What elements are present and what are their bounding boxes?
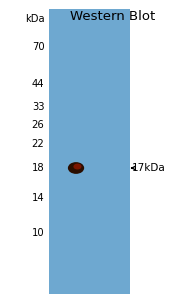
Text: 70: 70: [32, 41, 44, 52]
Text: 44: 44: [32, 79, 44, 89]
Text: 10: 10: [32, 227, 44, 238]
Text: 17kDa: 17kDa: [132, 163, 166, 173]
Ellipse shape: [73, 164, 81, 169]
Text: 14: 14: [32, 193, 44, 203]
Bar: [49, 9, 130, 294]
Text: 22: 22: [32, 139, 44, 149]
Text: 26: 26: [32, 119, 44, 130]
Text: kDa: kDa: [25, 14, 44, 25]
Text: 33: 33: [32, 101, 44, 112]
Text: Western Blot: Western Blot: [70, 11, 155, 23]
Ellipse shape: [68, 162, 84, 174]
Text: 18: 18: [32, 163, 44, 173]
